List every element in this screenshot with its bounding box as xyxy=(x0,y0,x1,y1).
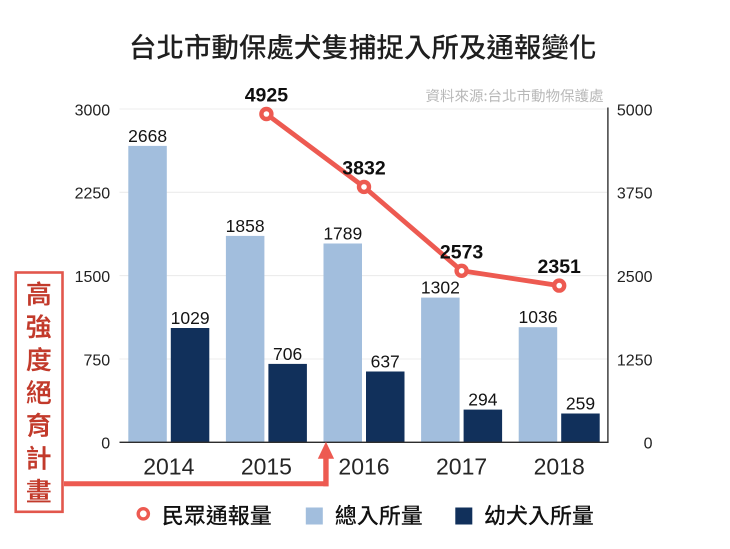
svg-text:2018: 2018 xyxy=(534,454,585,480)
svg-text:3000: 3000 xyxy=(75,102,111,119)
svg-text:1036: 1036 xyxy=(519,307,558,327)
svg-text:2250: 2250 xyxy=(75,186,111,203)
svg-text:706: 706 xyxy=(273,344,302,364)
svg-text:0: 0 xyxy=(101,436,110,453)
svg-text:2668: 2668 xyxy=(128,126,167,146)
svg-text:1789: 1789 xyxy=(323,224,362,244)
svg-text:2573: 2573 xyxy=(440,241,484,263)
svg-text:1500: 1500 xyxy=(75,269,111,286)
svg-text:3750: 3750 xyxy=(617,186,653,203)
svg-text:1029: 1029 xyxy=(171,308,210,328)
svg-text:1302: 1302 xyxy=(421,278,460,298)
svg-text:750: 750 xyxy=(83,352,110,369)
svg-text:0: 0 xyxy=(644,436,653,453)
svg-text:2016: 2016 xyxy=(338,454,389,480)
svg-text:2017: 2017 xyxy=(436,454,487,480)
svg-text:3832: 3832 xyxy=(342,157,386,179)
svg-text:2500: 2500 xyxy=(617,269,653,286)
svg-text:2014: 2014 xyxy=(143,454,194,480)
svg-text:1250: 1250 xyxy=(617,352,653,369)
svg-text:259: 259 xyxy=(566,394,595,414)
svg-text:5000: 5000 xyxy=(617,102,653,119)
svg-text:4925: 4925 xyxy=(245,85,289,107)
svg-text:2351: 2351 xyxy=(538,256,582,278)
svg-text:294: 294 xyxy=(468,390,497,410)
svg-text:637: 637 xyxy=(371,352,400,372)
svg-text:1858: 1858 xyxy=(226,216,265,236)
svg-text:2015: 2015 xyxy=(241,454,292,480)
